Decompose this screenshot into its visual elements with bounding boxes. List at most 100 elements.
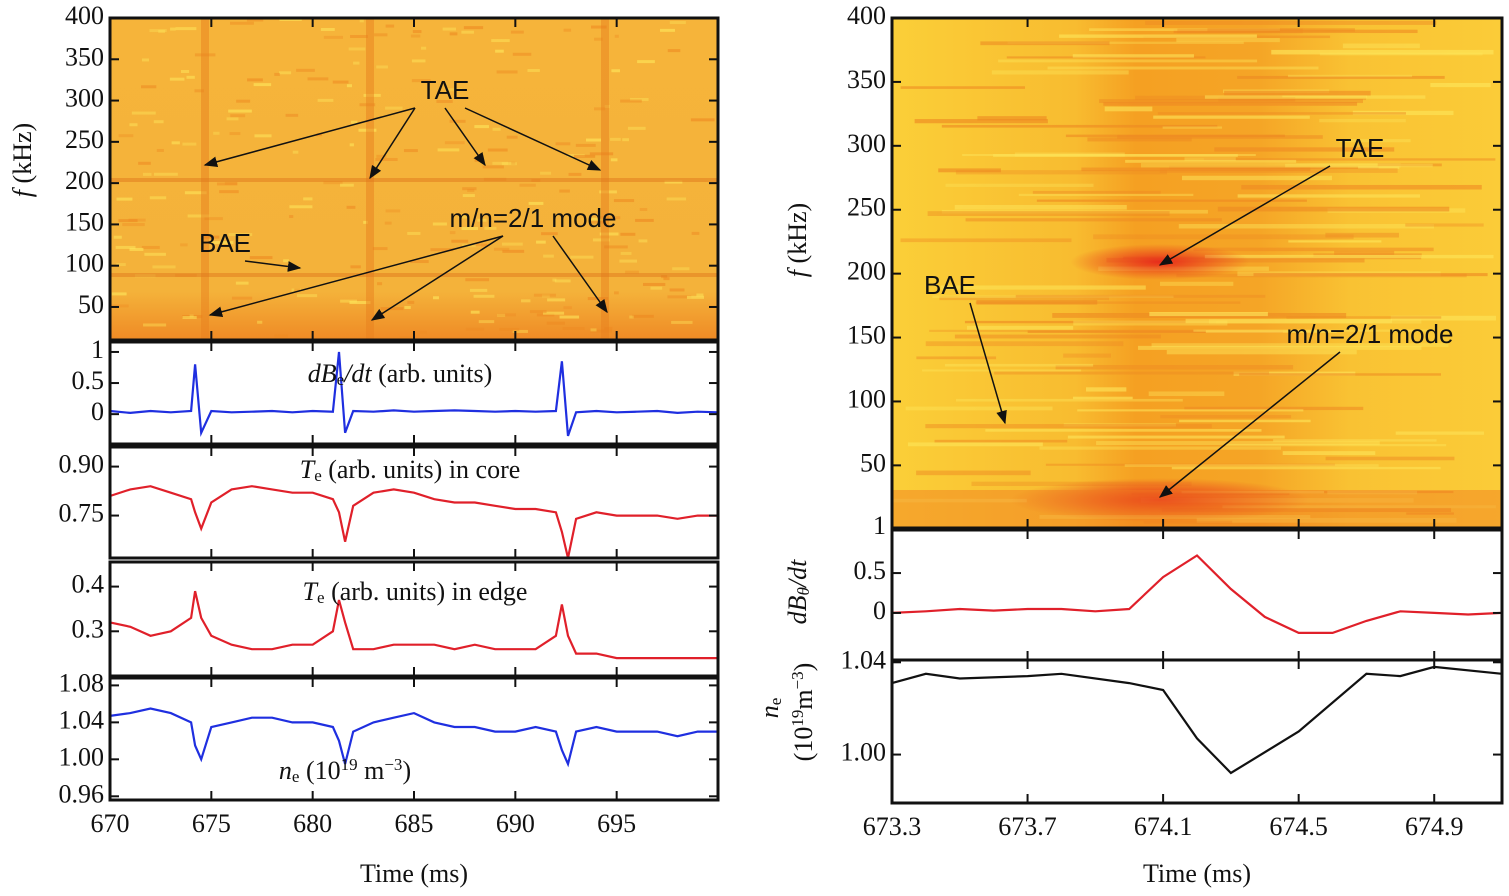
spectrogram-texture [340,183,354,187]
spectrogram-texture [594,107,606,111]
spectrogram-texture [562,327,585,331]
spectrogram-texture [294,288,301,292]
spectrogram-texture [1070,244,1250,280]
label-part: ) [402,756,411,785]
spectrogram-texture [216,182,238,186]
spectrogram-texture [916,356,997,360]
spectrogram-texture [149,196,167,200]
spectrogram-texture [149,29,167,33]
spectrogram-texture [152,265,176,269]
spectrogram-texture [625,270,639,274]
spectrogram-texture [116,197,133,201]
spectrogram-texture [138,161,151,165]
spectrogram-texture [484,226,497,230]
spectrogram-texture [1159,168,1398,173]
y-tick-label: 0.5 [72,366,105,395]
spectrogram-texture [153,120,164,124]
y-tick-label: 0.75 [59,499,105,528]
x-axis-label: Time (ms) [1143,859,1251,888]
spectrogram-texture [1063,423,1176,427]
spectrogram-texture [385,24,395,28]
annotation: BAE [199,228,251,258]
y-tick-label: 0.96 [59,779,105,808]
spectrogram-texture [470,310,480,314]
spectrogram-texture [497,313,516,317]
spectrogram-texture [672,267,690,271]
spectrogram-texture [1352,110,1454,116]
x-tick-label: 695 [597,809,636,838]
spectrogram-texture [563,306,572,310]
spectrogram-texture [1077,409,1304,412]
spectrogram-texture [1036,199,1307,202]
spectrogram-texture [543,254,554,258]
spectrogram-texture [932,295,1174,298]
annotation-arrow [369,107,416,180]
spectrogram-texture [1063,353,1111,358]
y-tick-label: 300 [847,129,886,158]
spectrogram-texture [407,300,415,304]
spectrogram-texture [412,30,422,34]
spectrogram-texture [323,35,343,39]
spectrogram-texture [892,490,1502,528]
spectrogram-texture [492,127,501,131]
spectrogram-texture [359,19,364,23]
spectrogram-texture [1430,83,1491,88]
spectrogram-texture [686,295,705,299]
spectrogram-texture [194,89,204,93]
spectrogram-texture [630,97,649,101]
spectrogram-texture [563,28,572,32]
spectrogram-texture [1205,330,1337,333]
spectrogram-texture [158,29,165,33]
spectrogram-texture [994,371,1270,375]
spectrogram-texture [1010,478,1310,522]
label-part: e [337,370,345,389]
annotation-arrow [370,235,504,321]
spectrogram-texture [411,59,426,63]
spectrogram-texture [604,245,628,249]
y-tick-label: 100 [65,249,104,278]
spectrogram-texture [254,134,272,138]
label-part: m [789,689,818,709]
spectrogram-texture [129,123,138,127]
spectrogram-texture [291,288,302,292]
spectrogram-texture [941,124,1218,128]
spectrogram-texture [131,111,156,115]
spectrogram-texture [421,46,427,50]
spectrogram-texture [171,141,180,145]
spectrogram-texture [1185,318,1393,324]
spectrogram-texture [1390,315,1496,321]
y-tick-label: 200 [847,257,886,286]
spectrogram-texture [1117,135,1323,139]
spectrogram-texture [1162,126,1223,129]
spectrogram-texture [506,135,518,139]
spectrogram-texture [115,245,136,249]
spectrogram-texture [1140,163,1401,168]
spectrogram-texture [274,334,288,338]
spectrogram-texture [540,171,552,175]
y-tick-label: 1.00 [841,738,887,767]
spectrogram-texture [642,282,666,286]
spectrogram-texture [458,215,467,219]
spectrogram-texture [349,301,371,305]
spectrogram-texture [619,259,638,263]
spectrogram-texture [541,232,558,236]
spectrogram-texture [285,113,299,117]
spectrogram-texture [249,256,273,260]
spectrogram-texture [1173,29,1418,34]
spectrogram-texture [954,204,1127,210]
spectrogram-texture [211,241,234,245]
y-axis-label: dBθ/dt [783,559,813,624]
spectrogram-texture [533,293,556,297]
spectrogram-texture [664,180,683,184]
spectrogram-texture [122,223,145,227]
spectrogram-texture [320,27,335,31]
spectrogram-texture [1153,115,1310,119]
panel-frame [890,658,1504,805]
spectrogram-texture [1159,281,1234,286]
annotation-arrow [444,107,486,167]
spectrogram-texture [620,99,642,103]
y-tick-label: 50 [78,290,104,319]
y-tick-label: 400 [847,1,886,30]
label-part: f [8,186,37,197]
